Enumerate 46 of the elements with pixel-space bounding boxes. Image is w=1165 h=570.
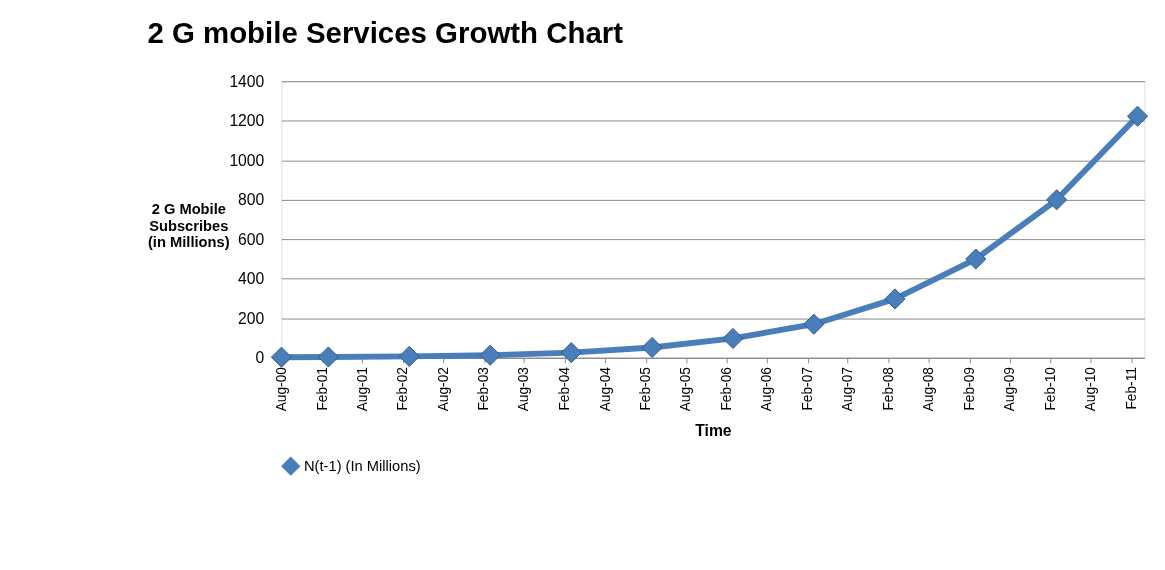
- point: [722, 327, 744, 349]
- x-tick-label: Aug-08: [921, 366, 937, 412]
- x-tick-label: Aug-02: [435, 367, 451, 412]
- x-tick-label: Feb-09: [962, 367, 978, 411]
- y-tick-label: 800: [238, 191, 265, 209]
- y-axis-title: 2 G Mobile Subscribes (in Millions): [147, 201, 230, 251]
- y-tick-label: 1400: [229, 72, 265, 90]
- y-tick-label: 200: [238, 309, 265, 327]
- x-tick-label: Aug-04: [597, 366, 613, 412]
- x-tick-label: Feb-03: [476, 366, 492, 411]
- point: [317, 346, 339, 368]
- y-tick-label: 1200: [229, 112, 265, 130]
- x-tick-label: Aug-07: [840, 367, 856, 412]
- y-tick-label: 1000: [229, 151, 265, 169]
- x-tick-label: Aug-05: [678, 366, 694, 412]
- x-tick-label: Feb-04: [557, 366, 573, 411]
- x-tick-label: Aug-01: [354, 367, 370, 412]
- point: [270, 346, 292, 368]
- x-tick-label: Aug-06: [759, 366, 775, 412]
- x-tick-label: Feb-02: [395, 367, 411, 411]
- point: [641, 336, 663, 359]
- point: [560, 342, 582, 364]
- point: [1127, 105, 1149, 127]
- x-tick-label: Aug-03: [516, 366, 532, 412]
- y-tick-label: 0: [255, 349, 265, 367]
- point: [965, 248, 987, 270]
- point: [1046, 189, 1068, 211]
- x-tick-label: Feb-10: [1042, 366, 1058, 411]
- y-tick-label: 600: [238, 230, 265, 248]
- x-tick-label: Aug-10: [1082, 366, 1098, 412]
- x-tick-label: Feb-08: [880, 366, 896, 411]
- x-tick-label: Feb-11: [1123, 367, 1139, 410]
- x-tick-label: Aug-09: [1002, 367, 1018, 412]
- legend-label: N(t-1) (In Millions): [304, 458, 421, 475]
- x-tick-label: Feb-05: [638, 366, 654, 411]
- y-tick-label: 400: [238, 270, 265, 288]
- x-tick-label: Feb-01: [314, 367, 330, 411]
- x-tick-label: Feb-07: [800, 367, 816, 411]
- x-axis-title: Time: [695, 421, 732, 439]
- chart-title: 2 G mobile Services Growth Chart: [147, 16, 624, 49]
- point: [398, 345, 420, 367]
- x-tick-label: Aug-00: [273, 366, 289, 412]
- point: [803, 313, 825, 335]
- x-tick-label: Feb-06: [719, 366, 735, 411]
- point: [884, 288, 906, 310]
- point: [479, 344, 501, 366]
